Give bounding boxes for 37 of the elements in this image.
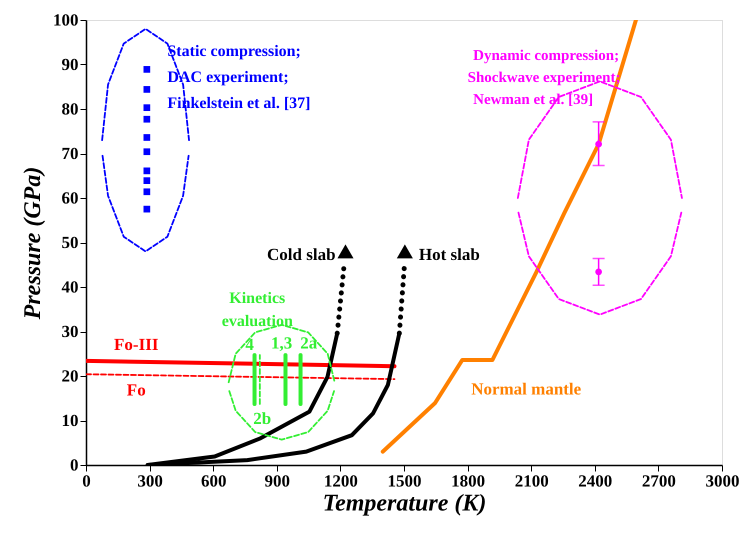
x-tick-label: 0 — [82, 472, 91, 490]
annotation: Dynamic compression; — [473, 48, 620, 64]
series-label: Fo — [126, 380, 146, 400]
y-axis-title: Pressure (GPa) — [20, 166, 46, 320]
annotation: Finkelstein et al. [37] — [167, 95, 310, 112]
x-tick-label: 2700 — [642, 472, 676, 490]
series-label: 1,3 — [271, 334, 292, 353]
y-tick-label: 80 — [62, 100, 78, 118]
y-tick-label: 50 — [62, 233, 78, 252]
annotation: Kinetics — [229, 290, 286, 308]
x-tick-label: 1200 — [324, 472, 358, 490]
x-tick-label: 1800 — [451, 472, 486, 490]
series-label: Hot slab — [418, 244, 480, 264]
series-label: 2a — [300, 334, 318, 353]
x-tick-label: 1500 — [388, 472, 422, 490]
series-label: Cold slab — [267, 244, 336, 264]
series-label: 2b — [253, 409, 272, 428]
annotation: evaluation — [222, 312, 293, 330]
series-label: 4 — [245, 334, 254, 354]
x-tick-label: 3000 — [706, 472, 740, 490]
series-label: Normal mantle — [471, 379, 582, 398]
y-tick-label: 10 — [62, 411, 78, 430]
y-tick-label: 90 — [62, 55, 78, 74]
series-label: Fo-III — [114, 334, 159, 354]
x-tick-label: 2400 — [578, 472, 612, 490]
y-tick-label: 60 — [62, 188, 78, 208]
y-tick-label: 100 — [53, 10, 78, 30]
x-tick-label: 600 — [200, 472, 226, 490]
x-axis-title: Temperature (K) — [322, 490, 486, 516]
x-tick-label: 900 — [264, 472, 290, 490]
y-tick-label: 20 — [62, 366, 78, 386]
y-tick-label: 0 — [70, 456, 78, 474]
x-tick-label: 300 — [137, 472, 163, 490]
x-tick-label: 2100 — [514, 472, 549, 490]
y-tick-label: 30 — [62, 322, 78, 341]
y-tick-label: 40 — [62, 278, 78, 296]
y-tick-label: 70 — [62, 144, 78, 163]
